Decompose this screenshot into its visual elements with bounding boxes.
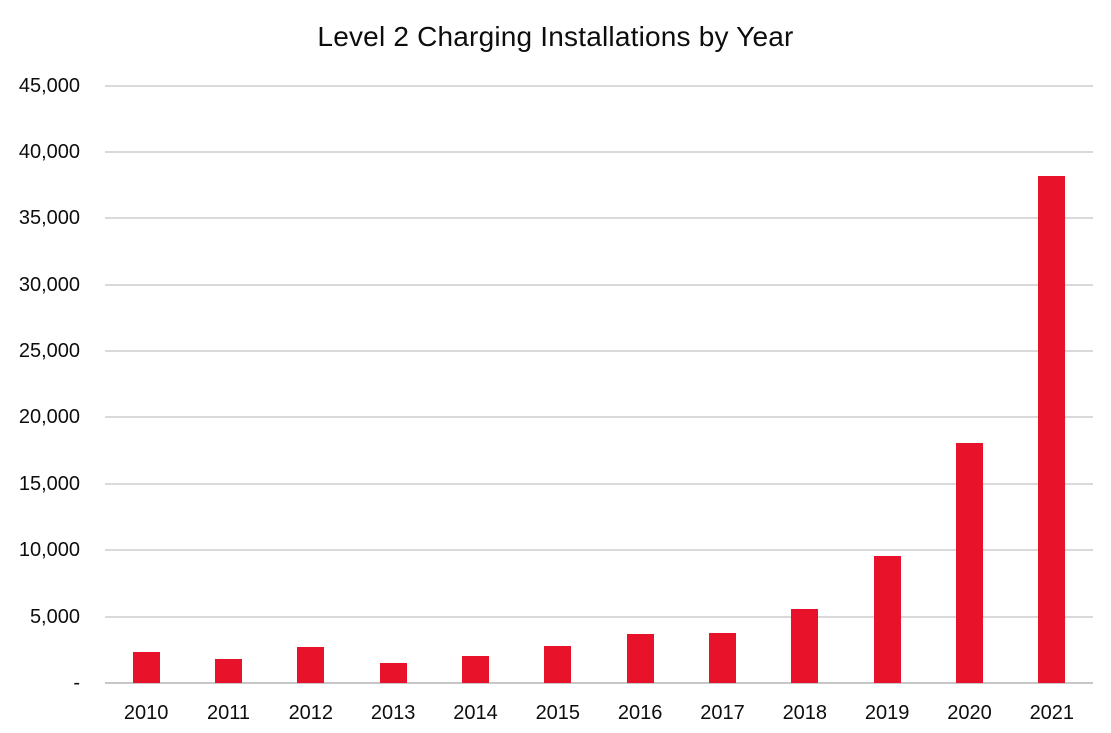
x-tick-label-2021: 2021 — [1029, 702, 1075, 724]
x-tick-label-2014: 2014 — [453, 702, 498, 724]
y-tick-label: 35,000 — [18, 207, 80, 230]
bar-2014 — [462, 656, 489, 683]
x-axis-line — [105, 682, 1093, 684]
x-tick-label-2020: 2020 — [947, 702, 992, 724]
x-tick-label-2019: 2019 — [864, 702, 910, 724]
gridline — [105, 217, 1093, 220]
bar-2019 — [873, 555, 901, 683]
bar-2017 — [709, 632, 736, 683]
y-tick-label: 25,000 — [18, 340, 80, 363]
gridline — [105, 482, 1093, 485]
x-tick-label-2016: 2016 — [617, 702, 663, 724]
x-tick-label-2013: 2013 — [370, 702, 416, 724]
bar-2010 — [132, 652, 160, 683]
y-tick-label: 20,000 — [18, 406, 80, 429]
gridline — [105, 283, 1093, 286]
x-tick-label-2015: 2015 — [535, 702, 581, 724]
x-tick-label-2012: 2012 — [288, 702, 334, 724]
y-tick-label: 10,000 — [18, 539, 80, 562]
bar-2011 — [215, 659, 242, 683]
chart-title: Level 2 Charging Installations by Year — [317, 21, 794, 52]
y-tick-label: 30,000 — [18, 273, 80, 296]
y-tick-label: 40,000 — [18, 140, 80, 163]
bar-2020 — [956, 442, 983, 683]
gridline — [105, 416, 1093, 419]
y-tick-label: 15,000 — [18, 472, 80, 495]
gridline — [105, 615, 1093, 618]
bar-2016 — [626, 633, 654, 683]
x-tick-label-2017: 2017 — [700, 702, 745, 724]
gridline — [105, 549, 1093, 552]
x-tick-label-2011: 2011 — [206, 702, 250, 724]
y-tick-label: 5,000 — [29, 605, 80, 628]
bar-2018 — [791, 608, 819, 683]
bar-2021 — [1038, 175, 1066, 683]
x-tick-label-2018: 2018 — [782, 702, 828, 724]
gridline — [105, 84, 1093, 87]
gridline — [105, 350, 1093, 353]
y-tick-label: - — [73, 672, 80, 694]
bar-2012 — [297, 647, 325, 683]
gridline — [105, 150, 1093, 153]
y-tick-label: 45,000 — [18, 74, 80, 97]
x-tick-label-2010: 2010 — [123, 702, 169, 724]
bar-2013 — [379, 663, 407, 683]
bar-2015 — [544, 645, 572, 683]
